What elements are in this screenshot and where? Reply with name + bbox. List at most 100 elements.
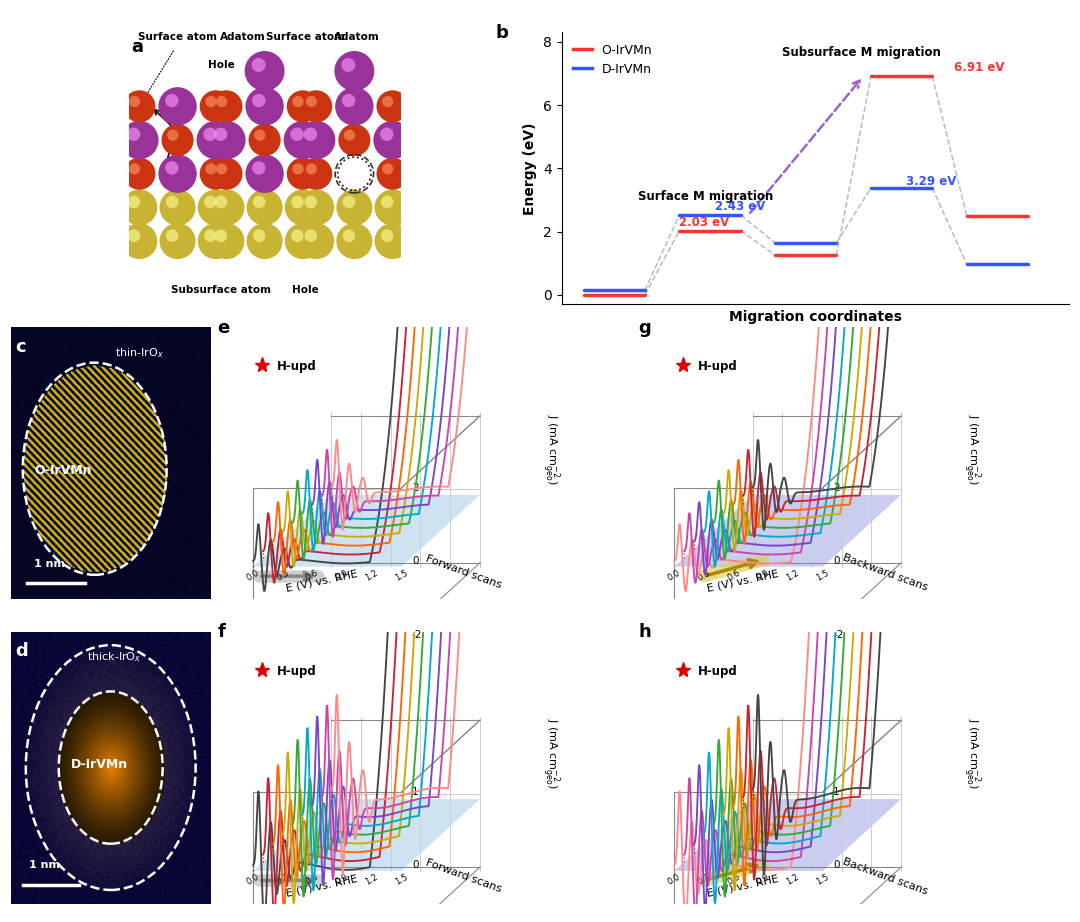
Circle shape [342, 94, 355, 107]
Circle shape [245, 51, 284, 91]
Circle shape [245, 155, 284, 193]
Circle shape [306, 96, 316, 107]
Circle shape [166, 195, 178, 208]
Circle shape [336, 223, 373, 259]
Text: Surface atom: Surface atom [266, 32, 345, 42]
Circle shape [292, 230, 303, 242]
Text: -2: -2 [411, 630, 422, 640]
Text: f: f [217, 623, 226, 642]
Text: 1.5: 1.5 [814, 872, 831, 887]
Circle shape [215, 195, 227, 208]
Circle shape [285, 189, 321, 225]
Text: Forward scans: Forward scans [424, 554, 503, 590]
Circle shape [375, 189, 410, 225]
Circle shape [381, 195, 393, 208]
Circle shape [121, 223, 158, 259]
Circle shape [375, 223, 410, 259]
Circle shape [343, 130, 355, 141]
Text: 0.9: 0.9 [755, 568, 771, 583]
Text: E (V) vs. RHE: E (V) vs. RHE [705, 873, 780, 898]
Circle shape [300, 158, 333, 190]
Circle shape [379, 194, 409, 224]
Circle shape [246, 223, 283, 259]
Circle shape [127, 127, 140, 141]
Text: thick-IrO$_x$: thick-IrO$_x$ [86, 651, 141, 665]
Circle shape [216, 163, 227, 174]
Circle shape [200, 158, 232, 190]
Circle shape [305, 230, 318, 242]
Text: 1.5: 1.5 [814, 568, 831, 583]
Circle shape [253, 195, 266, 208]
Circle shape [284, 121, 322, 160]
Text: 0.3: 0.3 [274, 568, 291, 583]
Text: 3.29 eV: 3.29 eV [906, 174, 957, 188]
Polygon shape [253, 495, 480, 567]
Circle shape [253, 230, 266, 242]
Circle shape [127, 195, 140, 208]
Text: 1 nm: 1 nm [33, 559, 65, 569]
Circle shape [381, 230, 393, 242]
Text: 2.03 eV: 2.03 eV [679, 216, 730, 229]
Circle shape [123, 158, 156, 190]
Text: H-upd: H-upd [276, 665, 316, 678]
Text: 0.6: 0.6 [305, 872, 321, 887]
Text: 0.6: 0.6 [726, 568, 742, 583]
Text: 0.0: 0.0 [245, 872, 261, 887]
Polygon shape [253, 799, 480, 871]
Circle shape [204, 161, 231, 189]
Y-axis label: Energy (eV): Energy (eV) [524, 122, 538, 215]
Text: Surface M migration: Surface M migration [638, 190, 773, 203]
Circle shape [127, 161, 154, 189]
Circle shape [380, 127, 393, 141]
Circle shape [286, 90, 319, 123]
Circle shape [215, 230, 227, 242]
Circle shape [292, 195, 303, 208]
Text: Subsurface M migration: Subsurface M migration [782, 46, 941, 59]
Circle shape [204, 94, 231, 122]
Text: 2: 2 [833, 483, 840, 492]
Circle shape [165, 94, 178, 107]
Text: 2.43 eV: 2.43 eV [715, 200, 766, 213]
Circle shape [339, 56, 374, 90]
X-axis label: Migration coordinates: Migration coordinates [729, 310, 902, 324]
Text: 6.91 eV: 6.91 eV [955, 61, 1004, 74]
Circle shape [341, 228, 372, 258]
Circle shape [202, 228, 233, 258]
Circle shape [289, 228, 320, 258]
Text: Hole: Hole [207, 60, 234, 70]
Circle shape [127, 230, 140, 242]
Text: E (V) vs. RHE: E (V) vs. RHE [705, 569, 780, 594]
Circle shape [253, 128, 280, 155]
Text: O-IrVMn: O-IrVMn [35, 464, 92, 478]
Circle shape [198, 223, 233, 259]
Text: h: h [638, 623, 651, 642]
Circle shape [302, 228, 334, 258]
Circle shape [208, 223, 244, 259]
Polygon shape [674, 799, 901, 871]
Circle shape [165, 128, 193, 155]
Text: 1.2: 1.2 [785, 568, 801, 583]
Text: g: g [638, 319, 651, 337]
Circle shape [213, 228, 243, 258]
Circle shape [207, 121, 245, 160]
Circle shape [252, 94, 266, 107]
Text: -2: -2 [833, 630, 843, 640]
Circle shape [246, 189, 283, 225]
Circle shape [159, 155, 197, 193]
Text: J (mA cm$^{-2}_{\rm geo}$): J (mA cm$^{-2}_{\rm geo}$) [539, 414, 562, 485]
Circle shape [165, 161, 178, 174]
Circle shape [216, 96, 227, 107]
Circle shape [252, 58, 266, 72]
Circle shape [198, 189, 233, 225]
Circle shape [298, 189, 334, 225]
Circle shape [167, 130, 178, 141]
Circle shape [300, 90, 333, 123]
Circle shape [378, 125, 410, 159]
Circle shape [305, 94, 332, 122]
Circle shape [123, 90, 156, 123]
Circle shape [286, 158, 319, 190]
Text: H-upd: H-upd [276, 361, 316, 373]
Circle shape [200, 90, 232, 123]
Circle shape [162, 124, 193, 156]
Circle shape [212, 125, 245, 159]
